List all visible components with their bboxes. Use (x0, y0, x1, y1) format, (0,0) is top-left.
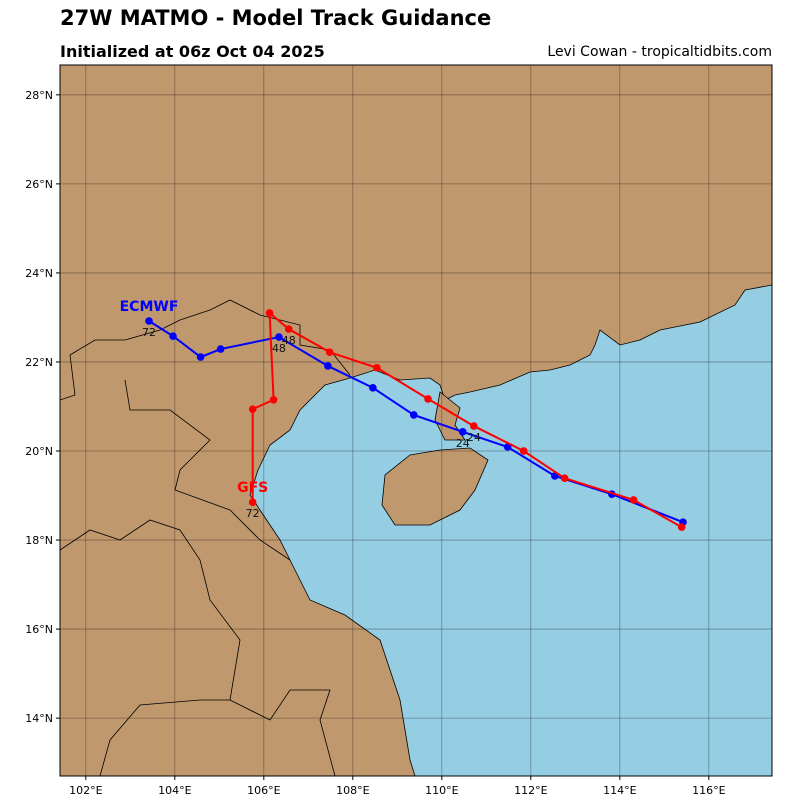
border-line (124, 379, 291, 561)
hainan-island (381, 447, 489, 526)
track-point (325, 348, 334, 356)
model-label: ECMWF (120, 299, 179, 315)
credit-text: Levi Cowan - tropicaltidbits.com (547, 44, 772, 60)
lon-tick-label: 102°E (69, 784, 102, 797)
track-point (248, 498, 257, 506)
track-point (373, 363, 381, 372)
track-point (409, 411, 418, 419)
lon-tick-label: 104°E (158, 784, 191, 797)
track-point (458, 428, 467, 436)
leizhou-peninsula (434, 391, 466, 441)
forecast-hour-label: 48 (272, 342, 286, 355)
lat-tick-label: 26°N (25, 178, 53, 191)
forecast-hour-label: 72 (246, 507, 260, 520)
lat-tick-label: 28°N (25, 89, 53, 102)
border-line (60, 299, 351, 401)
init-subtitle: Initialized at 06z Oct 04 2025 (60, 42, 325, 61)
track-point (265, 309, 274, 317)
track-point (248, 405, 257, 413)
lat-tick-label: 14°N (25, 712, 53, 725)
lat-tick-label: 16°N (25, 623, 53, 636)
track-gfs: 24 48 72 GFS (237, 309, 686, 531)
track-point (269, 395, 278, 404)
forecast-hour-label: 48 (282, 334, 296, 347)
lat-tick-label: 18°N (25, 534, 53, 547)
lon-tick-label: 116°E (692, 784, 725, 797)
track-point (470, 422, 478, 430)
lat-tick-label: 24°N (25, 267, 53, 280)
track-ecmwf: 24 48 72 ECMWF (120, 299, 687, 527)
track-point (284, 325, 293, 333)
track-point (369, 383, 377, 392)
track-point (560, 474, 569, 482)
lon-tick-label: 106°E (247, 784, 280, 797)
track-point (629, 496, 638, 504)
forecast-hour-label: 24 (467, 431, 481, 444)
track-point (145, 317, 153, 325)
track-point (424, 395, 432, 403)
lat-tick-label: 20°N (25, 445, 53, 458)
track-point (196, 353, 205, 361)
lon-tick-label: 110°E (425, 784, 458, 797)
track-point (169, 332, 177, 340)
track-point (503, 443, 512, 451)
ocean (249, 284, 772, 776)
track-point (275, 333, 283, 341)
track-point (519, 447, 528, 455)
lat-tick-label: 22°N (25, 356, 53, 369)
map-title: 27W MATMO - Model Track Guidance (60, 6, 492, 30)
track-point (324, 362, 332, 370)
model-label: GFS (237, 480, 268, 496)
map-frame (59, 64, 773, 777)
track-point (677, 523, 686, 531)
border-line (229, 689, 336, 776)
lon-tick-label: 114°E (603, 784, 636, 797)
lon-tick-label: 112°E (514, 784, 547, 797)
lon-tick-label: 108°E (336, 784, 369, 797)
track-point (216, 345, 225, 353)
forecast-hour-label: 24 (456, 437, 470, 450)
border-line (60, 519, 241, 776)
forecast-hour-label: 72 (142, 326, 156, 339)
